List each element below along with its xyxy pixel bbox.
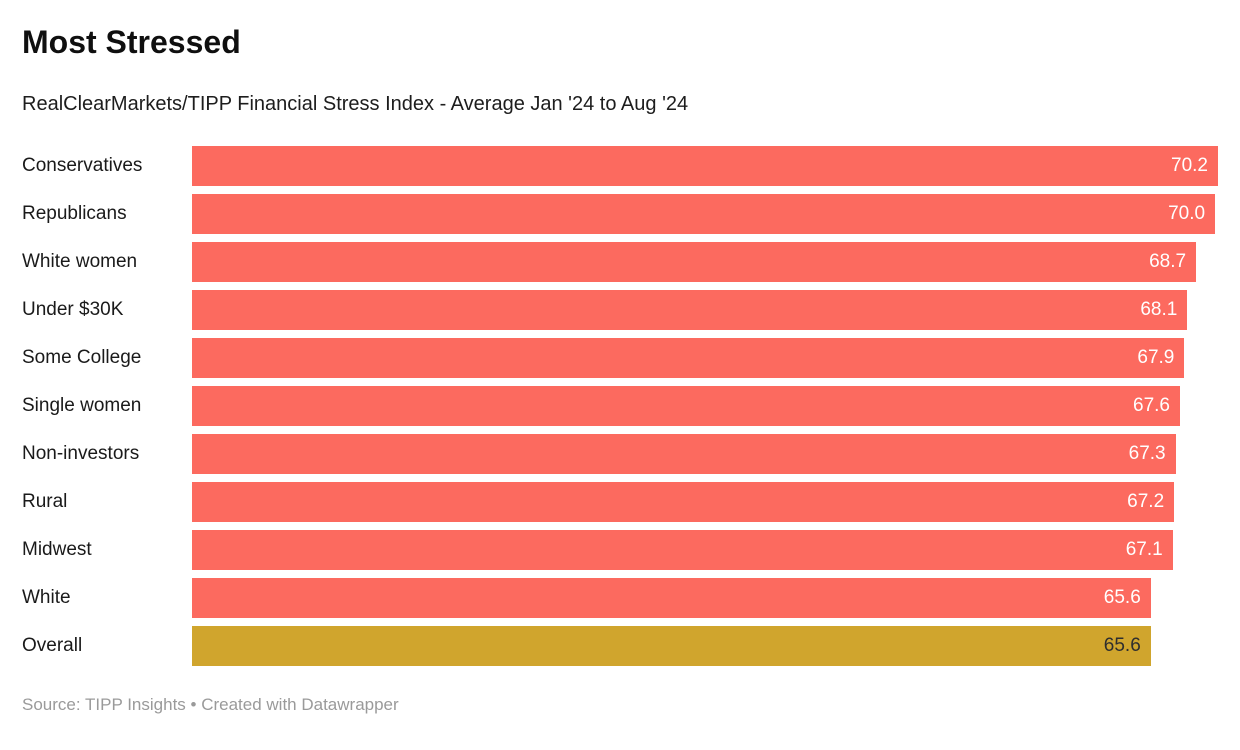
bar-value-label: 67.6 — [1133, 395, 1170, 416]
bar: 67.9 — [192, 338, 1185, 378]
bar-track: 67.6 — [192, 386, 1218, 426]
source-note: Source: TIPP Insights • Created with Dat… — [22, 695, 399, 714]
chart-row: Conservatives 70.2 — [22, 142, 1218, 190]
bar-track: 65.6 — [192, 578, 1218, 618]
chart-row: Non-investors 67.3 — [22, 430, 1218, 478]
bar-label: Some College — [22, 347, 142, 368]
bar-track: 67.3 — [192, 434, 1218, 474]
bar-label: Rural — [22, 491, 68, 512]
chart-row: Overall 65.6 — [22, 622, 1218, 670]
bar-value-label: 67.9 — [1137, 347, 1175, 368]
chart-subtitle: RealClearMarkets/TIPP Financial Stress I… — [22, 93, 689, 115]
bar-label: Under $30K — [22, 299, 124, 320]
bar-track: 67.2 — [192, 482, 1218, 522]
bar: 67.2 — [192, 482, 1175, 522]
bar-value-label: 70.2 — [1171, 155, 1208, 176]
chart-row: White 65.6 — [22, 574, 1218, 622]
bar: 67.1 — [192, 530, 1173, 570]
bar-value-label: 65.6 — [1103, 635, 1141, 656]
bar-value-label: 67.1 — [1125, 539, 1163, 560]
chart-row: Rural 67.2 — [22, 478, 1218, 526]
chart-row: Single women 67.6 — [22, 382, 1218, 430]
bar-label: Single women — [22, 395, 142, 416]
chart-rows: Conservatives 70.2 Republicans 70.0 White wo… — [22, 142, 1218, 670]
bar: 70.2 — [192, 146, 1218, 186]
bar-value-label: 67.2 — [1127, 491, 1165, 512]
bar: 70.0 — [192, 194, 1216, 234]
bar-label: Conservatives — [22, 155, 143, 176]
bar-track: 65.6 — [192, 626, 1218, 666]
bar-value-label: 70.0 — [1168, 203, 1206, 224]
bar-value-label: 68.7 — [1149, 251, 1187, 272]
bar-label: White — [22, 587, 71, 608]
bar: 65.6 — [192, 578, 1151, 618]
chart-title: Most Stressed — [22, 24, 241, 60]
bar: 68.7 — [192, 242, 1197, 282]
bar: 67.3 — [192, 434, 1176, 474]
bar-value-label: 68.1 — [1140, 299, 1178, 320]
bar-label: Midwest — [22, 539, 92, 560]
bar-value-label: 65.6 — [1103, 587, 1141, 608]
bar: 68.1 — [192, 290, 1188, 330]
bar-chart: Conservatives 70.2 Republicans 70.0 White wo… — [22, 142, 1218, 670]
bar-track: 70.0 — [192, 194, 1218, 234]
chart-row: Some College 67.9 — [22, 334, 1218, 382]
bar-label: Overall — [22, 635, 83, 656]
bar-track: 67.1 — [192, 530, 1218, 570]
chart-row: Republicans 70.0 — [22, 190, 1218, 238]
bar-label: Non-investors — [22, 443, 140, 464]
bar-track: 68.7 — [192, 242, 1218, 282]
chart-row: White women 68.7 — [22, 238, 1218, 286]
bar-label: Republicans — [22, 203, 127, 224]
bar-value-label: 67.3 — [1128, 443, 1166, 464]
bar: 67.6 — [192, 386, 1180, 426]
chart-row: Midwest 67.1 — [22, 526, 1218, 574]
bar-track: 68.1 — [192, 290, 1218, 330]
bar: 65.6 — [192, 626, 1151, 666]
bar-track: 67.9 — [192, 338, 1218, 378]
chart-row: Under $30K 68.1 — [22, 286, 1218, 334]
bar-track: 70.2 — [192, 146, 1218, 186]
bar-label: White women — [22, 251, 138, 272]
